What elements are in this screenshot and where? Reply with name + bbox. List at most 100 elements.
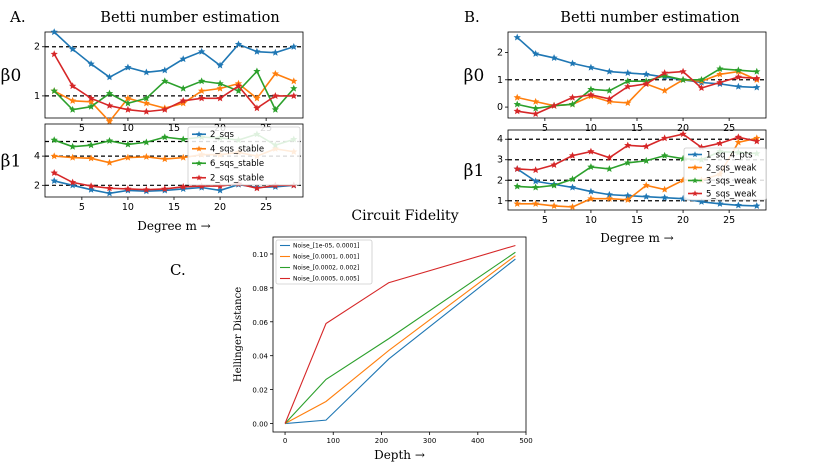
legend-label: 2_sqs: [210, 130, 234, 140]
chart-title: Betti number estimation: [560, 10, 739, 26]
data-point: [513, 200, 521, 207]
x-tick-label: 5: [79, 202, 85, 213]
legend-label: 2_sqs_stable: [210, 174, 264, 184]
data-point: [69, 82, 77, 90]
data-point: [753, 74, 761, 82]
data-point: [532, 97, 540, 105]
charts: Betti number estimation 5 10 15 20 25 1 2 β0 5 10 1…: [1, 10, 767, 462]
data-point: [179, 97, 187, 104]
series-line: [53, 31, 295, 79]
data-point: [734, 73, 742, 81]
data-point: [142, 107, 150, 115]
data-point: [587, 85, 595, 93]
data-point: [216, 182, 224, 190]
data-point: [161, 105, 169, 113]
x-tick-label: 25: [723, 215, 735, 226]
data-point: [642, 156, 650, 164]
legend-label: 6_sqs_stable: [210, 159, 264, 169]
x-tick-label: 20: [677, 215, 689, 226]
data-point: [105, 117, 114, 125]
series-2_sqs_stable: [50, 50, 298, 115]
data-point: [271, 69, 279, 77]
data-point: [234, 87, 243, 95]
x-axis-label: Degree m →: [137, 219, 210, 233]
y-axis-label: β0: [1, 66, 22, 86]
data-point: [105, 184, 114, 192]
series-5_sqs_weak: [513, 130, 761, 174]
data-point: [105, 136, 114, 144]
data-point: [253, 67, 261, 75]
x-tick-label: 15: [631, 123, 643, 134]
data-point: [179, 99, 187, 107]
data-point: [50, 152, 58, 160]
y-tick-label: 0.02: [252, 387, 268, 395]
x-tick-label: 25: [260, 202, 272, 213]
x-tick-label: 10: [585, 215, 597, 226]
legend-marker: [195, 131, 203, 137]
data-point: [124, 185, 132, 193]
series-line: [517, 70, 757, 115]
data-point: [87, 97, 95, 105]
data-point: [198, 87, 206, 95]
legend-item: Noise_[0.0005, 0.005]: [280, 276, 359, 283]
series-line: [284, 244, 516, 424]
y-axis-label: Hellinger Distance: [233, 287, 244, 382]
x-tick-label: 400: [471, 437, 484, 445]
legend: 2_sqs 4_sqs_stable 6_sqs_stable 2_sqs_stabl…: [187, 126, 301, 186]
data-point: [161, 185, 169, 193]
data-point: [661, 134, 669, 142]
data-point: [179, 55, 187, 63]
data-point: [624, 141, 632, 149]
legend: 1_sq_4_pts 2_sqs_weak 3_sqs_weak 5_sqs_weak: [683, 147, 767, 201]
legend-marker: [691, 151, 699, 158]
data-point: [142, 153, 150, 160]
data-point: [661, 71, 669, 79]
data-point: [716, 70, 724, 78]
chart-b0: Betti number estimation 5 10 15 20 25 0 1 2 β0: [464, 10, 767, 134]
data-point: [124, 153, 132, 161]
series-2_sqs: [50, 28, 298, 81]
data-point: [753, 202, 761, 209]
x-tick-label: 500: [519, 437, 532, 445]
data-point: [753, 83, 761, 91]
data-point: [69, 178, 77, 186]
data-point: [142, 68, 150, 76]
y-tick-label: 0.00: [252, 421, 268, 429]
data-point: [532, 200, 540, 207]
x-tick-label: 10: [122, 123, 134, 134]
data-point: [253, 94, 261, 102]
legend-item: 2_sqs_stable: [192, 174, 264, 184]
data-point: [124, 99, 132, 107]
y-tick-label: 2: [497, 175, 503, 186]
y-axis-label: β1: [464, 161, 485, 181]
data-point: [216, 84, 224, 92]
legend-marker: [195, 160, 203, 166]
series-Noise_[0.0002, 0.002]: [284, 251, 516, 424]
x-tick-label: 25: [723, 123, 735, 134]
data-point: [734, 66, 742, 74]
data-point: [624, 99, 632, 107]
data-point: [734, 138, 742, 146]
data-point: [271, 92, 279, 99]
data-point: [290, 77, 298, 85]
x-tick-label: 5: [542, 123, 548, 134]
x-tick-label: 5: [79, 123, 85, 134]
data-point: [290, 42, 298, 50]
data-point: [513, 33, 521, 41]
data-point: [661, 151, 669, 159]
data-point: [179, 153, 187, 161]
chart-c: Circuit Fidelity 0 100 200 300 400 500 0.00 0.02…: [233, 208, 533, 462]
data-point: [605, 97, 613, 105]
panel-label-a: A.: [9, 8, 26, 26]
data-point: [661, 69, 669, 77]
data-point: [124, 94, 132, 102]
y-tick-label: 1: [497, 75, 503, 86]
data-point: [290, 92, 298, 99]
x-tick-label: 10: [585, 123, 597, 134]
x-tick-label: 300: [423, 437, 436, 445]
data-point: [179, 135, 187, 143]
series-line: [53, 53, 294, 113]
legend-label: Noise_[1e-05, 0.0001]: [293, 243, 359, 250]
x-tick-label: 20: [214, 202, 226, 213]
data-point: [124, 140, 132, 148]
